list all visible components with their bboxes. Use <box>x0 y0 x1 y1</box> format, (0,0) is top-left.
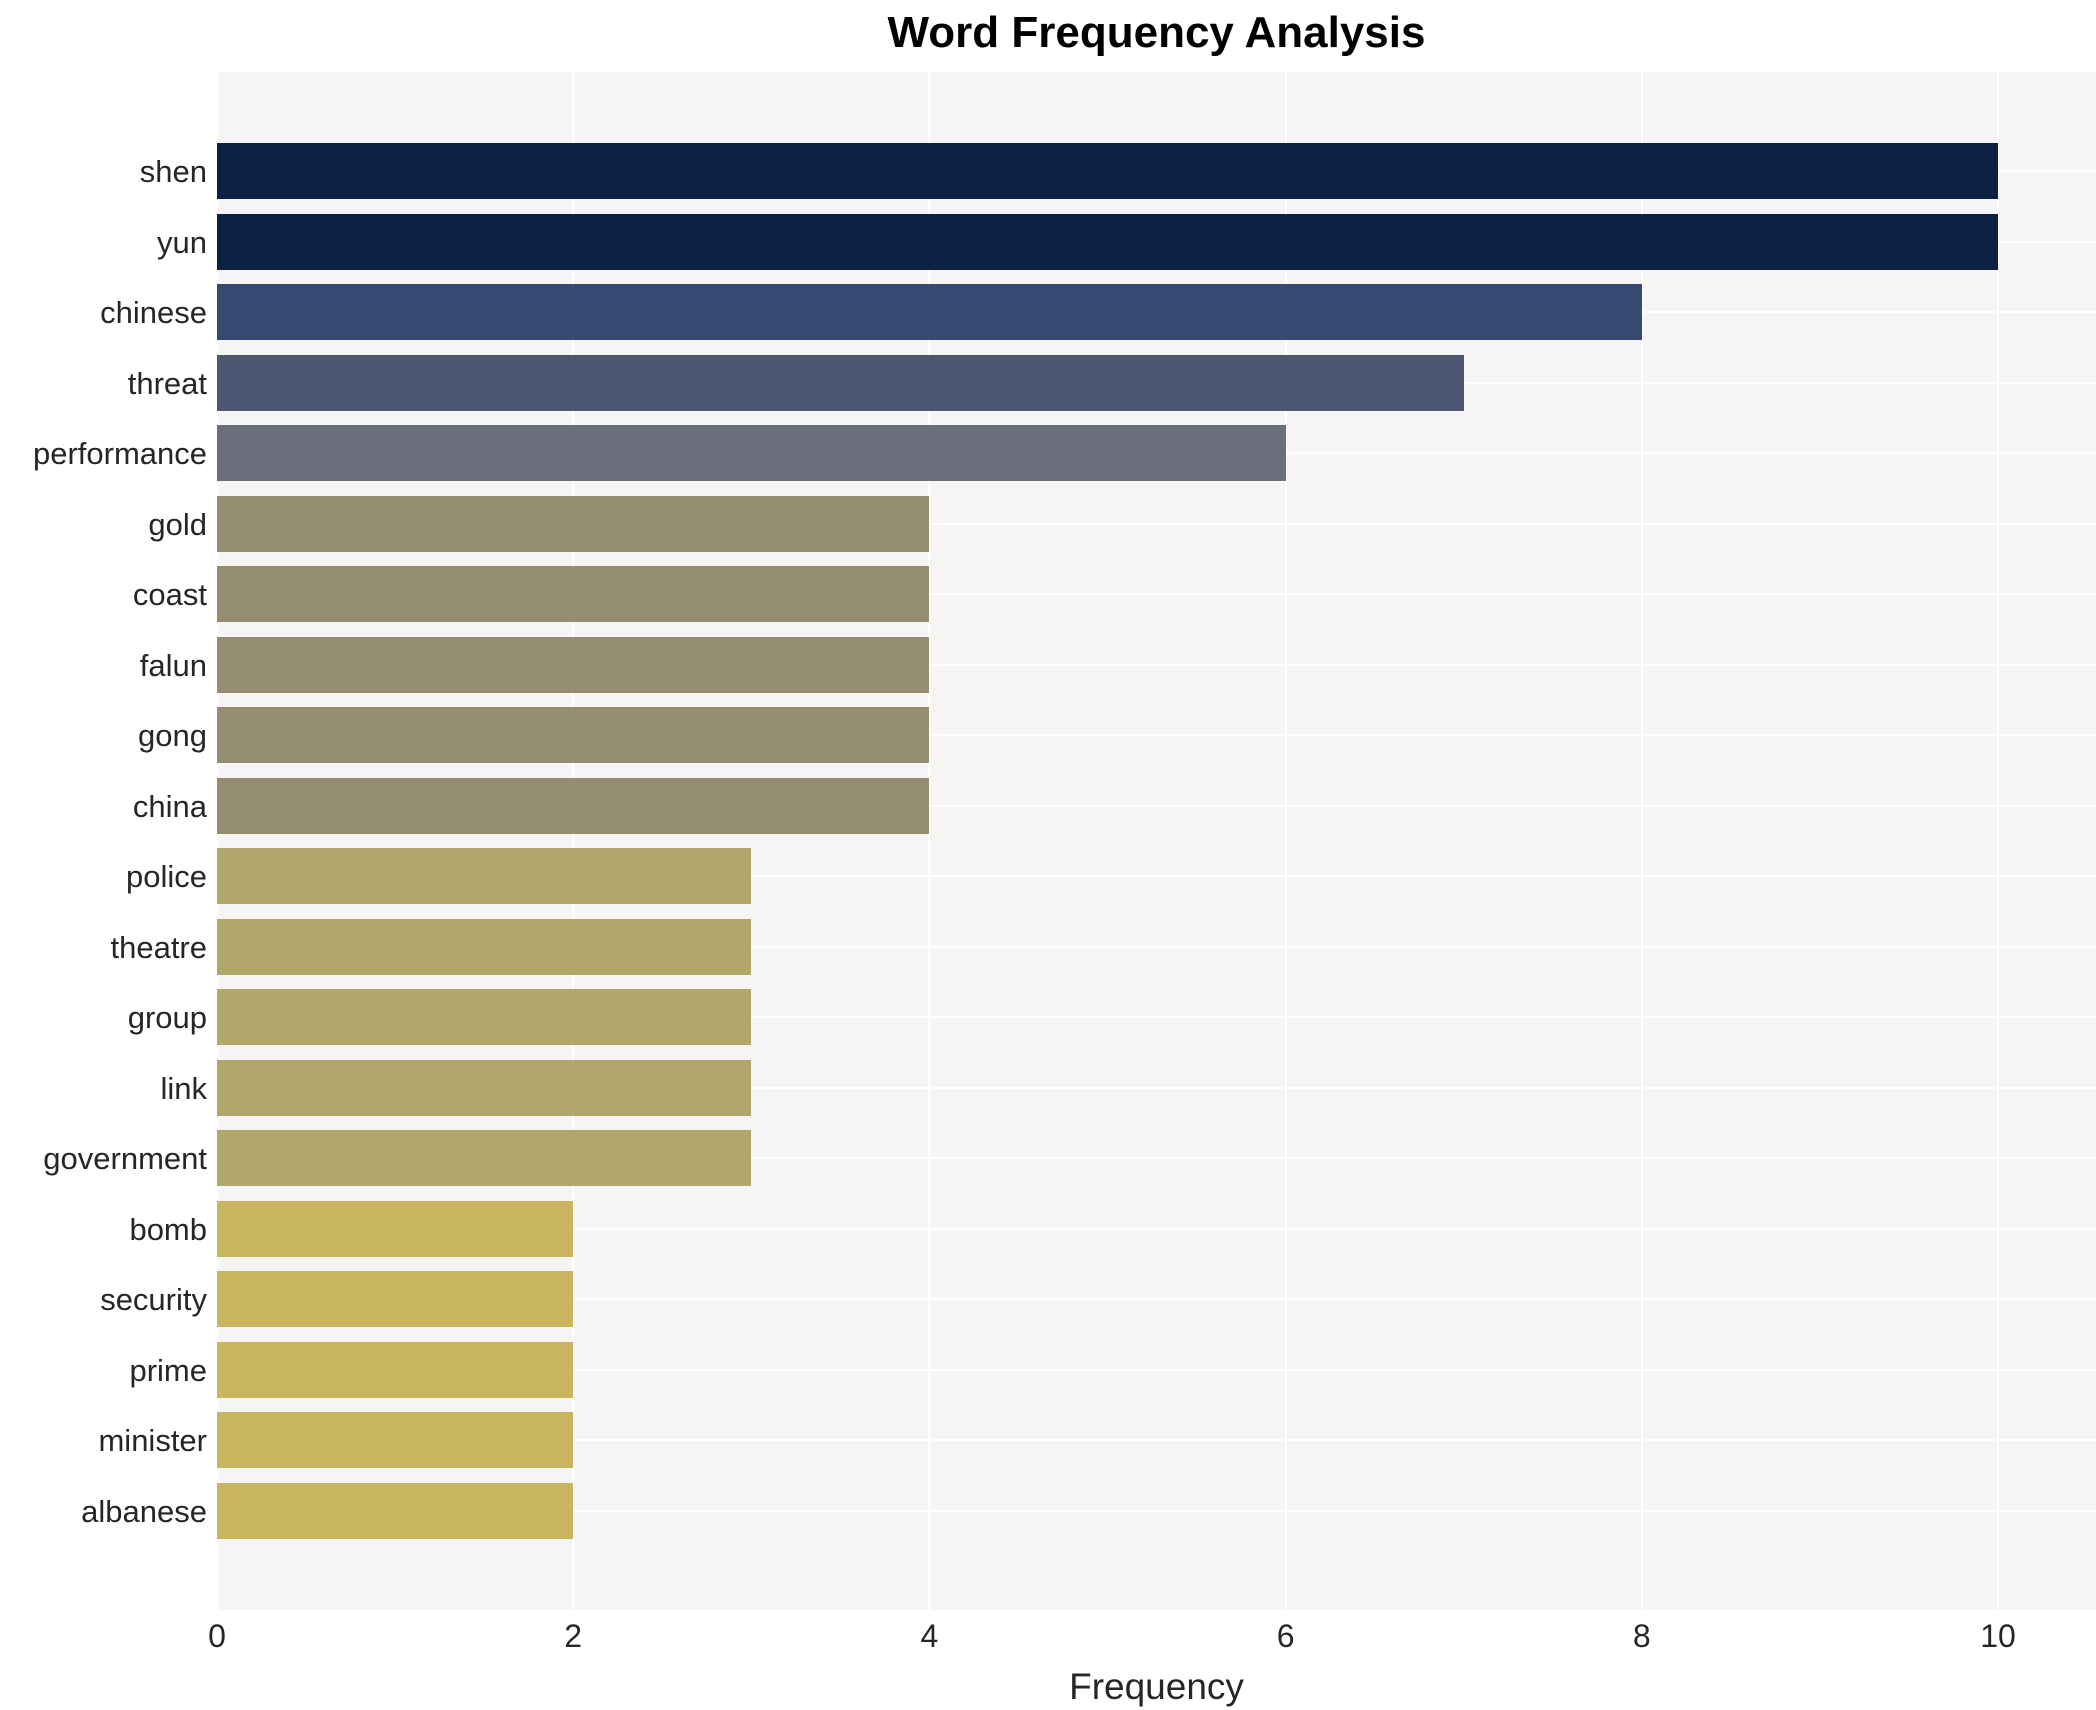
bar-shen <box>217 143 1999 200</box>
y-gridline <box>217 663 2096 666</box>
y-tick-label-shen: shen <box>139 154 207 190</box>
chart-title: Word Frequency Analysis <box>887 8 1426 57</box>
x-gridline <box>1997 72 2000 1610</box>
y-tick-label-performance: performance <box>32 436 207 472</box>
bar-yun <box>217 213 1999 270</box>
bar-china <box>217 777 930 834</box>
y-gridline <box>217 875 2096 878</box>
bar-gold <box>217 495 930 552</box>
y-tick-label-theatre: theatre <box>110 929 207 965</box>
y-gridline <box>217 1439 2096 1442</box>
y-gridline <box>217 593 2096 596</box>
y-gridline <box>217 804 2096 807</box>
y-tick-label-yun: yun <box>157 224 207 260</box>
y-tick-label-albanese: albanese <box>81 1493 207 1529</box>
x-gridline <box>928 72 931 1610</box>
y-gridline <box>217 1298 2096 1301</box>
bar-group <box>217 989 752 1046</box>
y-gridline <box>217 1016 2096 1019</box>
bar-security <box>217 1271 574 1328</box>
x-tick-label-8: 8 <box>1632 1618 1651 1654</box>
y-axis-labels: shen yun chinese threat performance gold coast… <box>0 72 207 1610</box>
y-tick-label-chinese: chinese <box>100 295 207 331</box>
y-tick-label-security: security <box>100 1282 207 1318</box>
y-tick-label-police: police <box>126 859 207 895</box>
bar-performance <box>217 425 1286 482</box>
y-gridline <box>217 1509 2096 1512</box>
y-tick-label-gold: gold <box>148 506 207 542</box>
y-tick-label-link: link <box>160 1070 207 1106</box>
plot-area <box>216 72 2096 1610</box>
y-tick-label-prime: prime <box>129 1352 207 1388</box>
y-gridline <box>217 734 2096 737</box>
bar-threat <box>217 354 1464 411</box>
y-gridline <box>217 1368 2096 1371</box>
bar-gong <box>217 707 930 764</box>
y-gridline <box>217 1086 2096 1089</box>
y-tick-label-china: china <box>132 788 207 824</box>
x-gridline <box>1284 72 1287 1610</box>
y-tick-label-minister: minister <box>98 1423 207 1459</box>
y-gridline <box>217 522 2096 525</box>
bar-chinese <box>217 284 1642 341</box>
y-tick-label-bomb: bomb <box>129 1211 207 1247</box>
x-gridline <box>216 72 218 1610</box>
x-gridline <box>572 72 575 1610</box>
y-gridline <box>217 1157 2096 1160</box>
bar-link <box>217 1059 752 1116</box>
bar-police <box>217 848 752 905</box>
y-gridline <box>217 945 2096 948</box>
bar-falun <box>217 636 930 693</box>
x-axis-label: Frequency <box>1069 1666 1244 1707</box>
bar-government <box>217 1130 752 1187</box>
x-tick-label-6: 6 <box>1276 1618 1295 1654</box>
bar-albanese <box>217 1482 574 1539</box>
bar-prime <box>217 1341 574 1398</box>
x-gridline <box>1640 72 1643 1610</box>
bar-theatre <box>217 918 752 975</box>
y-tick-label-threat: threat <box>127 365 207 401</box>
x-tick-label-0: 0 <box>208 1618 226 1654</box>
y-tick-label-group: group <box>127 1000 207 1036</box>
y-gridline <box>217 1227 2096 1230</box>
bar-minister <box>217 1412 574 1469</box>
y-tick-label-government: government <box>43 1141 207 1177</box>
y-tick-label-coast: coast <box>132 577 207 613</box>
bar-bomb <box>217 1200 574 1257</box>
x-tick-label-4: 4 <box>920 1618 939 1654</box>
y-tick-label-falun: falun <box>139 647 207 683</box>
bar-coast <box>217 566 930 623</box>
x-tick-label-2: 2 <box>564 1618 583 1654</box>
x-tick-label-10: 10 <box>1980 1618 2016 1654</box>
y-tick-label-gong: gong <box>138 718 207 754</box>
